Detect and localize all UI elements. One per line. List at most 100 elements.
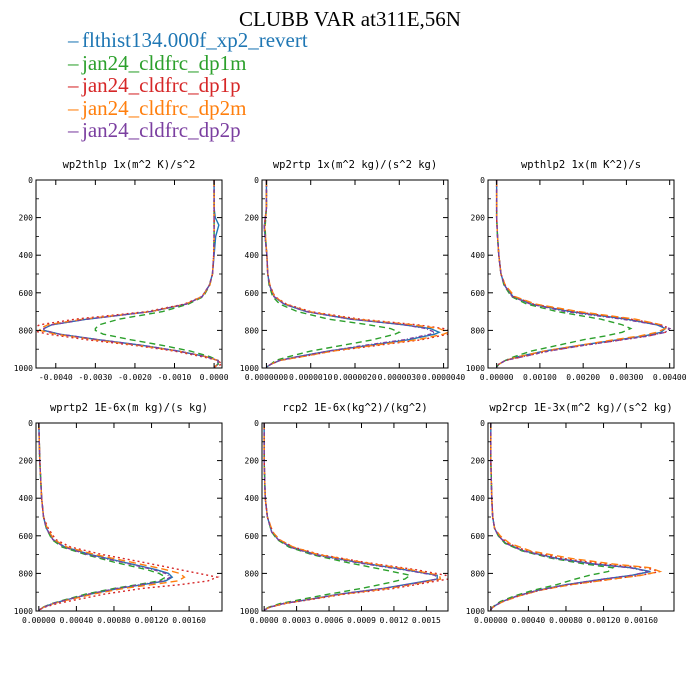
y-tick-label: 0 [28,176,33,185]
series-line-jan24_cldfrc_dp1p [495,180,671,368]
legend-label: jan24_cldfrc_dp1m [82,50,247,75]
series-line-jan24_cldfrc_dp2p [43,180,219,368]
series-line-flthist134.000f_xp2_revert [43,180,220,368]
legend-item: – jan24_cldfrc_dp2p [68,119,308,142]
series-line-jan24_cldfrc_dp1p [38,423,220,611]
series-line-flthist134.000f_xp2_revert [490,423,651,611]
x-tick-label: 0.00120 [587,616,621,625]
y-tick-label: 200 [19,457,34,466]
legend-swatch: – [68,73,79,97]
series-line-jan24_cldfrc_dp1m [38,423,168,611]
x-tick-label: -0.0020 [118,373,152,382]
y-tick-label: 800 [471,326,486,335]
y-tick-label: 200 [245,457,260,466]
y-tick-label: 800 [245,326,260,335]
subplot-4: wprtp2 1E-6x(m kg)/(s kg) 0 200 400 600 800 10… [14,402,223,625]
x-tick-label: 0.0000030 [378,373,422,382]
subplot-title: wpthlp2 1x(m K^2)/s [521,159,641,171]
x-tick-label: 0.00000 [474,616,508,625]
subplot-1: wp2thlp 1x(m^2 K)/s^2 0 200 400 600 800 1000 -0… [14,159,229,382]
y-tick-label: 400 [471,494,486,503]
x-tick-label: 0.00000 [22,616,56,625]
series-line-jan24_cldfrc_dp1m [263,423,412,611]
legend-label: jan24_cldfrc_dp2m [82,95,247,120]
x-tick-label: 0.0003 [282,616,311,625]
legend-item: – jan24_cldfrc_dp1m [68,50,308,75]
y-tick-label: 0 [254,419,259,428]
series-line-jan24_cldfrc_dp1p [490,423,661,611]
y-tick-label: 0 [480,176,485,185]
y-tick-label: 1000 [466,607,485,616]
subplot-title: wprtp2 1E-6x(m kg)/(s kg) [50,402,208,414]
legend-swatch: – [68,118,79,142]
y-tick-label: 400 [245,251,260,260]
series-line-flthist134.000f_xp2_revert [263,180,441,368]
y-tick-label: 1000 [240,364,259,373]
x-tick-label: 0.00160 [624,616,658,625]
x-tick-label: 0.0012 [379,616,408,625]
y-tick-label: 200 [19,214,34,223]
y-tick-label: 1000 [14,607,33,616]
subplot-6: wp2rcp 1E-3x(m^2 kg)/(s^2 kg) 0 200 400 600 8… [466,402,675,625]
subplot-5: rcp2 1E-6x(kg^2)/(kg^2) 0 200 400 600 800 1000… [240,402,449,625]
series-line-jan24_cldfrc_dp2m [490,423,663,611]
x-tick-label: 0.00080 [549,616,583,625]
series-line-jan24_cldfrc_dp2m [263,180,448,368]
y-tick-label: 600 [19,532,34,541]
series-line-jan24_cldfrc_dp2m [263,423,442,611]
series-line-jan24_cldfrc_dp2p [495,180,672,368]
y-tick-label: 1000 [240,607,259,616]
subplot-title: wp2thlp 1x(m^2 K)/s^2 [63,159,196,171]
x-tick-label: 0.00100 [523,373,557,382]
legend-item: – jan24_cldfrc_dp1p [68,74,308,97]
y-tick-label: 1000 [466,364,485,373]
y-tick-label: 600 [471,289,486,298]
y-tick-label: 200 [245,214,260,223]
series-line-jan24_cldfrc_dp2m [39,180,219,368]
x-tick-label: 0.00300 [610,373,644,382]
series-line-jan24_cldfrc_dp2p [38,423,172,611]
legend-item: – flthist134.000f_xp2_revert [68,29,308,52]
y-tick-label: 0 [28,419,33,428]
legend-label: jan24_cldfrc_dp2p [82,118,241,142]
series-line-jan24_cldfrc_dp2p [263,180,437,368]
x-tick-label: 0.0006 [315,616,344,625]
y-tick-label: 200 [471,457,486,466]
legend: – flthist134.000f_xp2_revert – jan24_cldfr… [68,29,308,142]
y-tick-label: 1000 [14,364,33,373]
y-tick-label: 400 [245,494,260,503]
y-tick-label: 400 [19,251,34,260]
series-line-jan24_cldfrc_dp2m [495,180,667,368]
y-tick-label: 800 [19,569,34,578]
x-tick-label: 0.0000040 [422,373,466,382]
subplot-title: wp2rcp 1E-3x(m^2 kg)/(s^2 kg) [489,402,672,414]
legend-label: flthist134.000f_xp2_revert [82,28,308,52]
y-tick-label: 600 [245,532,260,541]
y-tick-label: 600 [245,289,260,298]
y-tick-label: 800 [245,569,260,578]
x-tick-label: -0.0040 [39,373,73,382]
x-tick-label: 0.00040 [512,616,546,625]
series-line-jan24_cldfrc_dp1m [264,180,402,368]
plot-frame [35,179,223,369]
x-tick-label: 0.00120 [135,616,169,625]
x-tick-label: 0.0000010 [289,373,333,382]
series-line-jan24_cldfrc_dp1m [94,180,219,368]
subplot-3: wpthlp2 1x(m K^2)/s020040060080010000.00… [466,159,687,382]
series-line-jan24_cldfrc_dp1p [36,180,222,368]
x-tick-label: 0.0015 [412,616,441,625]
x-tick-label: 0.0000 [200,373,229,382]
series-line-jan24_cldfrc_dp1p [263,180,448,368]
legend-swatch: – [68,28,79,52]
x-tick-label: 0.00160 [172,616,206,625]
y-tick-label: 0 [254,176,259,185]
y-tick-label: 0 [480,419,485,428]
y-tick-label: 400 [471,251,486,260]
series-line-flthist134.000f_xp2_revert [495,180,667,368]
y-tick-label: 600 [19,289,34,298]
y-tick-label: 400 [19,494,34,503]
x-tick-label: 0.00200 [566,373,600,382]
subplot-title: wp2rtp 1x(m^2 kg)/(s^2 kg) [273,159,437,171]
legend-swatch: – [68,95,79,120]
